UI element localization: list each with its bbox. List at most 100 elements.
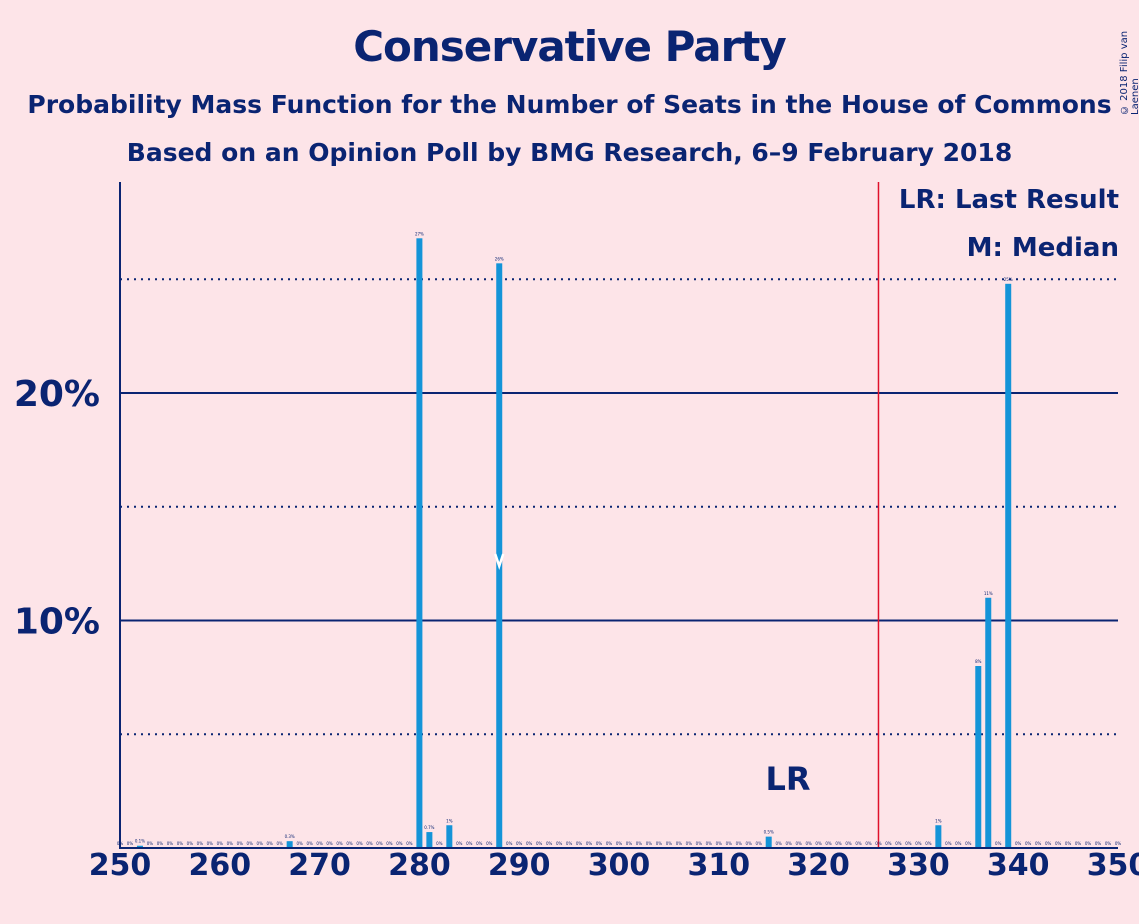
bar-label-349: 0% <box>1105 841 1112 846</box>
x-tick-label: 250 <box>89 848 152 883</box>
bar-label-296: 0% <box>576 841 583 846</box>
bar-label-315: 0.5% <box>764 830 774 835</box>
bar-label-259: 0% <box>207 841 214 846</box>
bar-label-257: 0% <box>187 841 194 846</box>
bar-label-350: 0% <box>1115 841 1122 846</box>
bar-label-280: 27% <box>415 231 424 236</box>
bar-label-284: 0% <box>456 841 463 846</box>
bar-label-303: 0% <box>646 841 653 846</box>
bar-label-305: 0% <box>666 841 673 846</box>
bar-label-307: 0% <box>686 841 693 846</box>
bar-339 <box>1005 283 1012 848</box>
bar-label-328: 0% <box>895 841 902 846</box>
bar-label-300: 0% <box>616 841 623 846</box>
bar-label-268: 0% <box>296 841 303 846</box>
bar-label-332: 1% <box>935 818 942 823</box>
bar-label-274: 0% <box>356 841 363 846</box>
bar-label-288: 26% <box>495 256 504 261</box>
bar-label-326: 0% <box>875 841 882 846</box>
bar-280 <box>416 238 423 849</box>
bar-288 <box>496 263 503 848</box>
bar-315 <box>765 836 772 848</box>
bar-label-329: 0% <box>905 841 912 846</box>
bar-label-273: 0% <box>346 841 353 846</box>
bar-label-344: 0% <box>1055 841 1062 846</box>
bar-label-287: 0% <box>486 841 493 846</box>
x-tick-label: 270 <box>288 848 351 883</box>
legend-median: M: Median <box>966 233 1119 263</box>
bar-label-339: 25% <box>1004 277 1013 282</box>
bar-label-285: 0% <box>466 841 473 846</box>
bar-label-292: 0% <box>536 841 543 846</box>
bar-label-347: 0% <box>1085 841 1092 846</box>
x-tick-label: 330 <box>887 848 950 883</box>
bar-label-342: 0% <box>1035 841 1042 846</box>
bar-label-256: 0% <box>177 841 184 846</box>
x-tick-label: 310 <box>687 848 750 883</box>
bar-label-330: 0% <box>915 841 922 846</box>
bar-label-255: 0% <box>167 841 174 846</box>
bar-label-276: 0% <box>376 841 383 846</box>
x-tick-label: 320 <box>787 848 850 883</box>
legend-last-result: LR: Last Result <box>898 185 1119 215</box>
bar-label-293: 0% <box>546 841 553 846</box>
chart-title: Conservative Party <box>353 22 787 71</box>
bar-label-309: 0% <box>706 841 713 846</box>
bar-label-306: 0% <box>676 841 683 846</box>
bar-332 <box>935 825 942 848</box>
bar-label-318: 0% <box>795 841 802 846</box>
x-tick-label: 350 <box>1087 848 1139 883</box>
bar-label-263: 0% <box>247 841 254 846</box>
bar-label-312: 0% <box>736 841 743 846</box>
bar-label-320: 0% <box>815 841 822 846</box>
bar-label-290: 0% <box>516 841 523 846</box>
last-result-label: LR <box>765 760 810 798</box>
bar-label-278: 0% <box>396 841 403 846</box>
bar-label-317: 0% <box>785 841 792 846</box>
bar-label-337: 11% <box>984 591 993 596</box>
bar-label-310: 0% <box>716 841 723 846</box>
bar-label-345: 0% <box>1065 841 1072 846</box>
bar-label-333: 0% <box>945 841 952 846</box>
median-marker <box>494 553 505 570</box>
bar-label-298: 0% <box>596 841 603 846</box>
chart-source-line: Based on an Opinion Poll by BMG Research… <box>126 138 1013 167</box>
bar-label-261: 0% <box>227 841 234 846</box>
bar-label-254: 0% <box>157 841 164 846</box>
bar-281 <box>426 832 433 848</box>
bar-label-324: 0% <box>855 841 862 846</box>
bar-label-343: 0% <box>1045 841 1052 846</box>
x-tick-label: 290 <box>488 848 551 883</box>
bar-label-336: 8% <box>975 659 982 664</box>
bar-label-297: 0% <box>586 841 593 846</box>
bar-252 <box>136 845 143 848</box>
bar-label-270: 0% <box>316 841 323 846</box>
x-tick-label: 280 <box>388 848 451 883</box>
bar-label-267: 0.3% <box>285 834 295 839</box>
bar-label-271: 0% <box>326 841 333 846</box>
bar-label-253: 0% <box>147 841 154 846</box>
y-tick-label: 10% <box>14 602 100 643</box>
bar-label-299: 0% <box>606 841 613 846</box>
bar-label-272: 0% <box>336 841 343 846</box>
bar-label-251: 0% <box>127 841 134 846</box>
bar-label-331: 0% <box>925 841 932 846</box>
bar-label-308: 0% <box>696 841 703 846</box>
bar-336 <box>975 666 982 848</box>
x-tick-label: 300 <box>588 848 651 883</box>
bar-label-286: 0% <box>476 841 483 846</box>
bar-label-258: 0% <box>197 841 204 846</box>
bar-label-277: 0% <box>386 841 393 846</box>
bar-label-319: 0% <box>805 841 812 846</box>
bar-label-266: 0% <box>277 841 284 846</box>
bar-label-262: 0% <box>237 841 244 846</box>
bar-label-275: 0% <box>366 841 373 846</box>
bar-337 <box>985 597 992 848</box>
bar-label-301: 0% <box>626 841 633 846</box>
bar-label-323: 0% <box>845 841 852 846</box>
bar-label-341: 0% <box>1025 841 1032 846</box>
bar-label-338: 0% <box>995 841 1002 846</box>
bar-label-311: 0% <box>726 841 733 846</box>
bar-label-265: 0% <box>267 841 274 846</box>
